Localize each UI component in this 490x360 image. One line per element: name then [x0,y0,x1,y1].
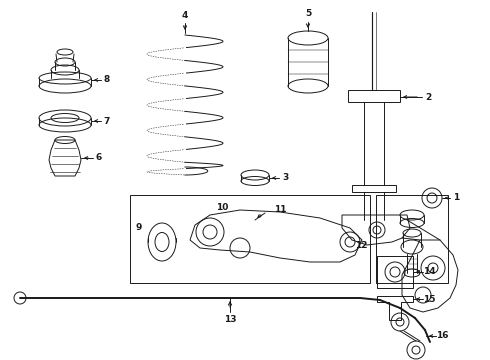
Text: 5: 5 [305,9,311,18]
Text: 14: 14 [423,267,435,276]
Text: 7: 7 [104,117,110,126]
Text: 9: 9 [136,224,142,233]
Text: 4: 4 [182,10,188,19]
Bar [376,195,448,283]
Bar [130,195,370,283]
Text: 16: 16 [436,332,448,341]
Text: 11: 11 [274,206,287,215]
Text: 6: 6 [96,153,102,162]
Text: 13: 13 [224,315,236,324]
Text: 8: 8 [104,76,110,85]
Text: 12: 12 [356,240,368,249]
Text: 1: 1 [453,194,459,202]
Text: 3: 3 [282,174,288,183]
Text: 2: 2 [425,93,431,102]
Text: 10: 10 [216,203,228,212]
Bar [377,256,413,288]
Text: 15: 15 [423,294,435,303]
